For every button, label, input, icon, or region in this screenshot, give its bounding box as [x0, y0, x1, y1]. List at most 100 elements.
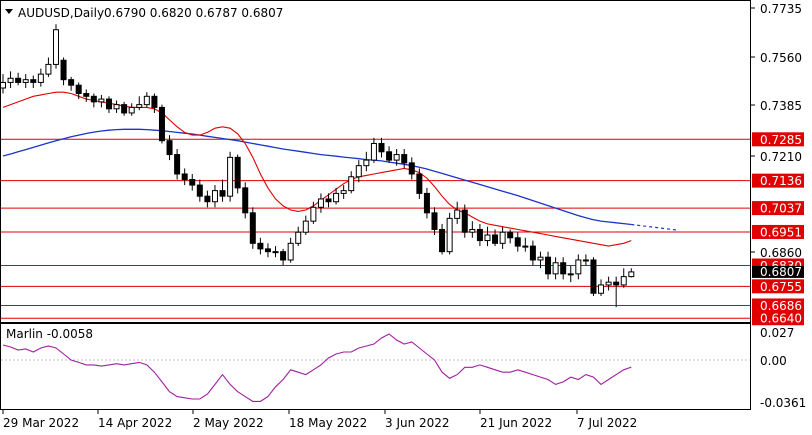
candle-body	[613, 281, 620, 286]
candle-body	[242, 187, 249, 214]
indicator-tick: -0.0361	[760, 396, 806, 410]
candle-body	[166, 140, 173, 156]
candle-body	[98, 98, 105, 103]
candle-body	[598, 284, 605, 294]
symbol-label: AUDUSD,Daily	[18, 6, 104, 20]
candle-body	[60, 59, 67, 81]
candle-body	[105, 98, 112, 110]
candle-body	[30, 79, 37, 83]
candle-body	[401, 154, 408, 164]
date-axis: 29 Mar 2022 14 Apr 2022 2 May 2022 18 Ma…	[2, 410, 637, 430]
date-label: 7 Jul 2022	[577, 416, 637, 430]
candle-body	[287, 242, 294, 261]
price-axis: 0.7735 0.7560 0.7385 0.7210 0.6860	[751, 2, 802, 260]
candle-body	[605, 281, 612, 286]
ohlc-readout: 0.6790 0.6820 0.6787 0.6807	[104, 6, 283, 20]
candle-body	[196, 184, 203, 197]
level-label: 0.7037	[760, 202, 802, 216]
candle-body	[317, 198, 324, 208]
candle-body	[370, 142, 377, 161]
candle-body	[45, 63, 52, 75]
date-label: 3 Jun 2022	[385, 416, 450, 430]
price-tick: 0.7385	[760, 99, 802, 113]
level-label: 0.7136	[760, 174, 802, 188]
level-label: 0.7285	[760, 133, 802, 147]
level-label: 0.6686	[760, 299, 802, 313]
date-label: 2 May 2022	[193, 416, 264, 430]
candle-body	[174, 154, 181, 175]
candle-body	[476, 228, 483, 242]
candle-body	[416, 173, 423, 194]
candle-body	[461, 209, 468, 233]
candle-body	[211, 190, 218, 203]
candle-body	[257, 242, 264, 250]
date-label: 21 Jun 2022	[480, 416, 552, 430]
level-label: 0.6640	[760, 312, 802, 326]
candle-body	[545, 256, 552, 275]
candle-body	[22, 79, 29, 83]
candle-body	[302, 220, 309, 233]
candle-body	[0, 81, 6, 89]
candle-body	[113, 104, 120, 110]
candle-body	[363, 159, 370, 167]
candle-body	[537, 256, 544, 261]
indicator-pane[interactable]	[0, 323, 751, 410]
candle-body	[83, 93, 90, 97]
candle-body	[484, 234, 491, 242]
date-label: 18 May 2022	[289, 416, 367, 430]
candle-body	[227, 156, 234, 197]
candle-body	[378, 142, 385, 153]
candle-body	[340, 190, 347, 194]
candle-body	[552, 262, 559, 275]
indicator-title: Marlin -0.0058	[6, 327, 93, 341]
candle-body	[582, 259, 589, 262]
candle-body	[189, 179, 196, 186]
candle-body	[90, 95, 97, 103]
price-tick: 0.7210	[760, 150, 802, 164]
price-tick: 0.7560	[760, 51, 802, 65]
candle-body	[128, 106, 135, 114]
candle-body	[529, 245, 536, 261]
collapse-arrow-icon[interactable]	[5, 9, 13, 14]
candle-body	[590, 259, 597, 294]
candle-body	[37, 73, 44, 83]
level-label-bg	[752, 298, 804, 313]
price-pane[interactable]	[0, 0, 751, 323]
current-price-label: 0.6807	[760, 265, 802, 279]
level-label-bg	[752, 279, 804, 294]
candle-body	[219, 190, 226, 197]
candle-body	[280, 251, 287, 261]
candle-body	[439, 228, 446, 253]
slow-ma-line	[2, 128, 632, 226]
candle-body	[575, 259, 582, 275]
level-label: 0.6951	[760, 225, 802, 239]
candles	[0, 24, 635, 308]
marlin-line	[2, 333, 632, 402]
candle-body	[499, 231, 506, 244]
candle-body	[143, 95, 150, 106]
candle-body	[514, 237, 521, 247]
level-label-bg	[752, 224, 804, 239]
level-label: 0.6755	[760, 280, 802, 294]
candle-body	[151, 95, 158, 108]
candle-body	[52, 29, 59, 65]
candle-body	[567, 273, 574, 276]
candle-body	[204, 195, 211, 203]
candle-body	[234, 156, 241, 189]
candle-body	[264, 248, 271, 253]
date-label: 14 Apr 2022	[98, 416, 172, 430]
indicator-tick: 0.027	[760, 326, 794, 340]
candle-body	[15, 77, 22, 83]
candle-body	[408, 162, 415, 175]
candle-body	[492, 234, 499, 244]
support-resistance-levels	[1, 138, 750, 319]
indicator-axis: 0.027 0.00 -0.0361	[760, 326, 806, 410]
candle-body	[628, 271, 635, 278]
price-tick: 0.7735	[760, 2, 802, 16]
candle-body	[454, 209, 461, 219]
candle-body	[7, 77, 14, 83]
candle-body	[295, 231, 302, 244]
level-label-bg	[752, 173, 804, 188]
level-label-bg	[752, 201, 804, 216]
